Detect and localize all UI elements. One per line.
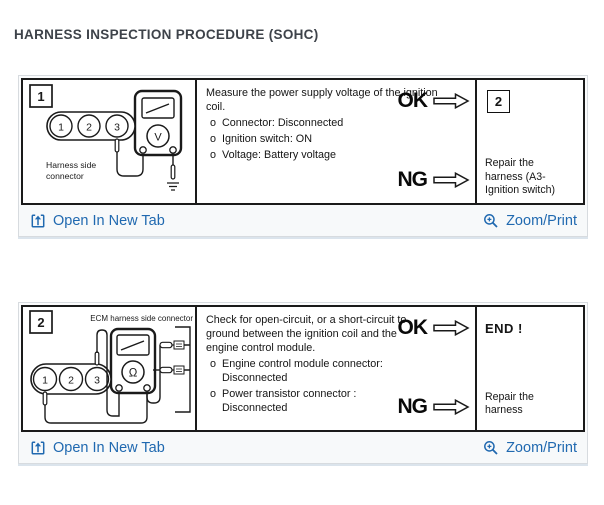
- right-arrow-icon: [433, 172, 470, 188]
- open-in-new-tab-label: Open In New Tab: [53, 439, 165, 456]
- zoom-icon: [484, 213, 498, 228]
- ok-label: OK: [397, 316, 428, 339]
- end-label: END !: [485, 321, 523, 336]
- meter-needle: [120, 340, 145, 351]
- procedure-panel-step1: 1 V 1 2 3: [18, 75, 588, 237]
- condition-item: o Power transistor connector : Disconnec…: [205, 387, 467, 415]
- scan-image-step2: 2 ECM harness side connector Ω 1 2 3: [21, 305, 585, 432]
- diagram-step1: 1 V 1 2 3: [23, 80, 197, 203]
- result-column-step2: END ! Repair the harness: [477, 307, 583, 430]
- right-arrow-icon: [433, 320, 470, 336]
- ok-result: 2: [487, 90, 510, 113]
- ecm-probe: [159, 341, 173, 349]
- zoom-print-label: Zoom/Print: [506, 439, 577, 456]
- condition-item: o Connector: Disconnected: [205, 116, 467, 130]
- result-column-step1: 2 Repair the harness (A3-Ignition switch…: [477, 80, 583, 203]
- ng-result: Repair the harness (A3-Ignition switch): [485, 157, 556, 197]
- ok-label: OK: [397, 89, 428, 112]
- wiring-diagram-voltmeter: 1 V 1 2 3: [29, 84, 183, 191]
- right-arrow-icon: [433, 399, 470, 415]
- condition-item: o Ignition switch: ON: [205, 132, 467, 146]
- ng-row: NG: [398, 395, 471, 419]
- page-title: HARNESS INSPECTION PROCEDURE (SOHC): [14, 27, 319, 42]
- connector-label-line2: connector: [46, 171, 84, 181]
- viewer-footer-step2: Open In New Tab Zoom/Print: [19, 432, 587, 463]
- ng-label: NG: [397, 168, 428, 191]
- ohmmeter-symbol: Ω: [129, 368, 138, 380]
- ng-row: NG: [398, 168, 471, 192]
- diagram-step-number: 2: [37, 315, 44, 330]
- condition-text: Connector: Disconnected: [222, 117, 344, 130]
- diagram-title: ECM harness side connector: [90, 314, 193, 323]
- pin-1-label: 1: [58, 122, 64, 134]
- condition-item: o Engine control module connector: Disco…: [205, 357, 467, 385]
- ng-result: Repair the harness: [485, 390, 534, 417]
- test-probe: [42, 391, 48, 406]
- diagram-step2: 2 ECM harness side connector Ω 1 2 3: [23, 307, 197, 430]
- bullet-marker: o: [210, 133, 217, 146]
- pin-3-label: 3: [114, 122, 120, 134]
- condition-text: Engine control module connector: Disconn…: [222, 358, 383, 385]
- open-in-new-tab-label: Open In New Tab: [53, 212, 165, 229]
- test-probe: [114, 138, 120, 153]
- pin-3-label: 3: [94, 375, 100, 387]
- ok-row: OK: [398, 89, 471, 113]
- meter-needle: [145, 103, 170, 114]
- bullet-marker: o: [210, 388, 217, 401]
- viewer-footer-step1: Open In New Tab Zoom/Print: [19, 205, 587, 236]
- open-in-new-tab-link[interactable]: Open In New Tab: [30, 213, 165, 229]
- connector-label-line1: Harness side: [46, 160, 96, 170]
- diagram-step-number: 1: [37, 89, 44, 104]
- ground-symbol: [167, 182, 179, 191]
- instruction-column-step2: Check for open-circuit, or a short-circu…: [197, 307, 477, 430]
- procedure-panel-step2: 2 ECM harness side connector Ω 1 2 3: [18, 302, 588, 464]
- ok-row: OK: [398, 316, 471, 340]
- condition-text: Power transistor connector : Disconnecte…: [222, 388, 357, 415]
- condition-text: Ignition switch: ON: [222, 133, 313, 146]
- instruction-text: Check for open-circuit, or a short-circu…: [206, 314, 407, 355]
- bullet-marker: o: [210, 358, 217, 371]
- bullet-marker: o: [210, 149, 217, 162]
- voltmeter-symbol: V: [154, 132, 162, 144]
- next-step-box: 2: [487, 90, 510, 113]
- ng-label: NG: [397, 395, 428, 418]
- ground-probe: [170, 164, 176, 180]
- zoom-print-link[interactable]: Zoom/Print: [483, 213, 577, 229]
- open-in-new-tab-link[interactable]: Open In New Tab: [30, 440, 165, 456]
- ecm-connector-bracket: [175, 326, 191, 413]
- bullet-marker: o: [210, 117, 217, 130]
- zoom-icon: [484, 440, 498, 455]
- wiring-diagram-ohmmeter: 2 ECM harness side connector Ω 1 2 3: [29, 310, 193, 424]
- condition-text: Voltage: Battery voltage: [222, 149, 337, 162]
- condition-item: o Voltage: Battery voltage: [205, 148, 467, 162]
- ecm-probe: [159, 366, 173, 374]
- ecm-pin-tag: [173, 365, 185, 375]
- zoom-print-label: Zoom/Print: [506, 212, 577, 229]
- ok-result: END !: [485, 320, 523, 338]
- open-in-new-tab-icon: [31, 441, 45, 454]
- pin-1-label: 1: [42, 375, 48, 387]
- open-in-new-tab-icon: [31, 214, 45, 227]
- instruction-column-step1: Measure the power supply voltage of the …: [197, 80, 477, 203]
- zoom-print-link[interactable]: Zoom/Print: [483, 440, 577, 456]
- test-probe: [94, 351, 100, 366]
- scan-image-step1: 1 V 1 2 3: [21, 78, 585, 205]
- pin-2-label: 2: [68, 375, 74, 387]
- pin-2-label: 2: [86, 122, 92, 134]
- instruction-text: Measure the power supply voltage of the …: [206, 87, 438, 114]
- ecm-pin-tag: [173, 340, 185, 350]
- right-arrow-icon: [433, 93, 470, 109]
